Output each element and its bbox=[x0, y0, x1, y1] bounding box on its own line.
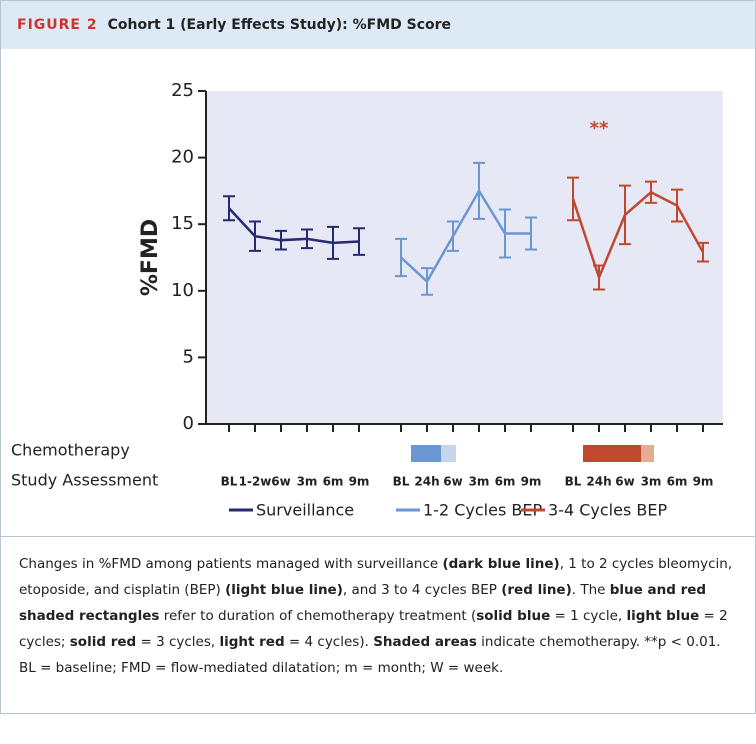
error-bar bbox=[301, 228, 313, 250]
series-line bbox=[571, 190, 705, 282]
chemo-shade bbox=[583, 445, 641, 462]
x-tick-label: 24h bbox=[414, 475, 439, 489]
x-tick-label: 6w bbox=[615, 475, 634, 489]
caption-text: indicate chemotherapy. **p < 0.01. BL = … bbox=[19, 634, 721, 676]
caption: Changes in %FMD among patients managed w… bbox=[1, 536, 755, 695]
caption-text: refer to duration of chemotherapy treatm… bbox=[159, 608, 477, 624]
caption-text: blue and red shaded rectangles bbox=[19, 582, 707, 624]
chemo-shade bbox=[641, 445, 654, 462]
figure-header: FIGURE 2 Cohort 1 (Early Effects Study):… bbox=[1, 1, 755, 49]
x-tick-label: 3m bbox=[469, 475, 490, 489]
error-bar bbox=[447, 220, 459, 252]
x-tick-label: 6m bbox=[495, 475, 516, 489]
error-bar bbox=[499, 208, 511, 259]
chemo-shade bbox=[441, 445, 456, 462]
caption-text: light blue bbox=[626, 608, 700, 624]
legend-label: 1-2 Cycles BEP bbox=[423, 501, 542, 520]
x-tick-label: 6w bbox=[271, 475, 290, 489]
x-tick-label: BL bbox=[393, 475, 410, 489]
series-line bbox=[400, 188, 531, 284]
error-bar bbox=[395, 237, 407, 278]
error-bar bbox=[353, 227, 365, 256]
error-bar bbox=[275, 229, 287, 251]
y-tick-label: 20 bbox=[171, 147, 194, 168]
error-bar bbox=[327, 225, 339, 260]
error-bar bbox=[697, 241, 709, 263]
x-tick-label: BL bbox=[565, 475, 582, 489]
caption-text: (dark blue line) bbox=[442, 556, 560, 572]
error-bar bbox=[473, 161, 485, 220]
caption-text: , 1 to 2 cycles bleomycin, etoposide, an… bbox=[19, 556, 733, 598]
caption-text: solid blue bbox=[476, 608, 551, 624]
caption-text: . The bbox=[571, 582, 610, 598]
error-bar bbox=[645, 180, 657, 204]
caption-text: solid red bbox=[69, 634, 137, 650]
y-axis-label: %FMD bbox=[138, 219, 163, 296]
chart: 0 5 10 15 20 25 %FMD Chemotherapy Study Assessme… bbox=[11, 80, 723, 520]
figure-title: Cohort 1 (Early Effects Study): %FMD Sco… bbox=[107, 17, 452, 33]
legend-label: Surveillance bbox=[256, 501, 354, 520]
caption-text: (red line) bbox=[501, 582, 572, 598]
x-tick-label: 6w bbox=[443, 475, 462, 489]
caption-text: (light blue line) bbox=[225, 582, 343, 598]
error-bar bbox=[249, 220, 261, 252]
error-bar bbox=[223, 195, 235, 222]
x-tick-label: 3m bbox=[297, 475, 318, 489]
error-bar bbox=[525, 216, 537, 251]
error-bar bbox=[671, 188, 683, 223]
x-tick-label: 6m bbox=[667, 475, 688, 489]
row-label: Chemotherapy bbox=[11, 441, 130, 460]
caption-text: = 1 cycle, bbox=[550, 608, 627, 624]
caption-text: light red bbox=[219, 634, 285, 650]
plot-background bbox=[206, 91, 723, 424]
x-tick-label: 9m bbox=[349, 475, 370, 489]
x-tick-label: 1-2w bbox=[239, 475, 272, 489]
x-tick-label: BL bbox=[221, 475, 238, 489]
y-tick-label: 0 bbox=[183, 413, 194, 434]
caption-text: = 3 cycles, bbox=[136, 634, 220, 650]
figure: FIGURE 2 Cohort 1 (Early Effects Study):… bbox=[0, 0, 756, 714]
y-tick-label: 25 bbox=[171, 80, 194, 101]
x-tick-label: 9m bbox=[693, 475, 714, 489]
figure-label: FIGURE 2 bbox=[17, 17, 98, 33]
annotation: ** bbox=[590, 118, 609, 139]
error-bar bbox=[619, 184, 631, 246]
x-tick-label: 6m bbox=[323, 475, 344, 489]
y-tick-label: 10 bbox=[171, 280, 194, 301]
x-tick-label: 3m bbox=[641, 475, 662, 489]
caption-text: = 2 cycles; bbox=[19, 608, 728, 650]
caption-text: , and 3 to 4 cycles BEP bbox=[342, 582, 502, 598]
error-bar bbox=[567, 176, 579, 222]
y-tick-label: 15 bbox=[171, 213, 194, 234]
x-tick-label: 9m bbox=[521, 475, 542, 489]
y-tick-label: 5 bbox=[183, 346, 194, 367]
x-tick-label: 24h bbox=[586, 475, 611, 489]
series-line bbox=[228, 207, 360, 245]
caption-text: Changes in %FMD among patients managed w… bbox=[19, 556, 443, 572]
chemo-shade bbox=[411, 445, 441, 462]
caption-text: Shaded areas bbox=[373, 634, 477, 650]
error-bar bbox=[593, 264, 605, 291]
error-bar bbox=[421, 267, 433, 296]
row-label: Study Assessment bbox=[11, 471, 158, 490]
caption-text: = 4 cycles). bbox=[284, 634, 374, 650]
legend-label: 3-4 Cycles BEP bbox=[548, 501, 667, 520]
